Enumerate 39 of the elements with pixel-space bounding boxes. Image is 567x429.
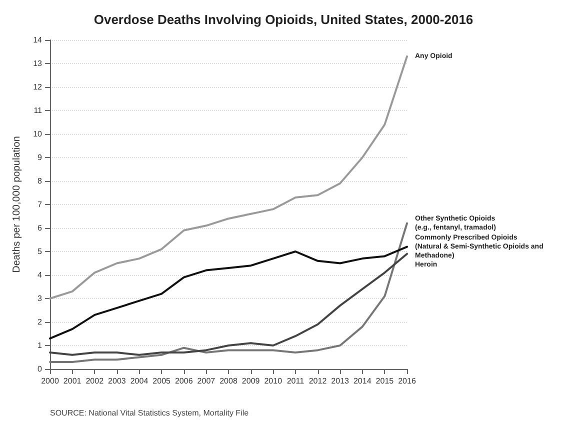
y-tick-label: 14 [33,36,43,44]
x-tick-label: 2002 [86,376,104,386]
x-tick-label: 2011 [286,376,305,386]
x-tick-label: 2008 [220,376,238,386]
y-tick-label: 9 [38,153,43,162]
x-tick-label: 2004 [130,376,149,386]
source-note: SOURCE: National Vital Statistics System, Mortality File [50,408,250,418]
y-tick-label: 3 [38,294,43,303]
x-tick-label: 2000 [41,376,60,386]
y-axis-title: Deaths per 100,000 population [12,136,22,273]
line-series [49,252,408,356]
line-series [49,55,408,300]
y-tick-label: 7 [38,200,43,209]
y-tick-label: 11 [34,106,43,115]
line-series [49,222,408,363]
y-tick-label: 5 [38,247,43,256]
y-tick-label: 12 [33,82,43,92]
x-tick-label: 2005 [152,376,172,386]
y-tick-label: 10 [33,130,43,138]
x-tick-label: 2016 [398,376,416,386]
y-tick-label: 1 [38,341,43,350]
line-series [49,246,408,340]
x-tick-label: 2015 [376,376,394,386]
x-tick-label: 2007 [197,376,216,386]
y-tick-label: 2 [38,318,43,326]
y-tick-label: 8 [38,176,43,186]
x-tick-label: 2009 [242,376,260,386]
y-tick-label: 0 [38,364,43,374]
x-tick-label: 2003 [108,376,126,386]
x-tick-label: 2014 [353,376,372,386]
x-tick-label: 2013 [331,376,350,386]
x-tick-label: 2012 [308,376,328,386]
y-tick-label: 6 [38,224,43,232]
y-tick-label: 4 [38,270,43,280]
x-tick-label: 2010 [264,376,283,386]
y-tick-label: 13 [33,59,43,68]
x-tick-label: 2001 [63,376,82,386]
chart-title: Overdose Deaths Involving Opioids, United States, 2000-2016 [94,12,474,27]
x-tick-label: 2006 [174,376,194,386]
